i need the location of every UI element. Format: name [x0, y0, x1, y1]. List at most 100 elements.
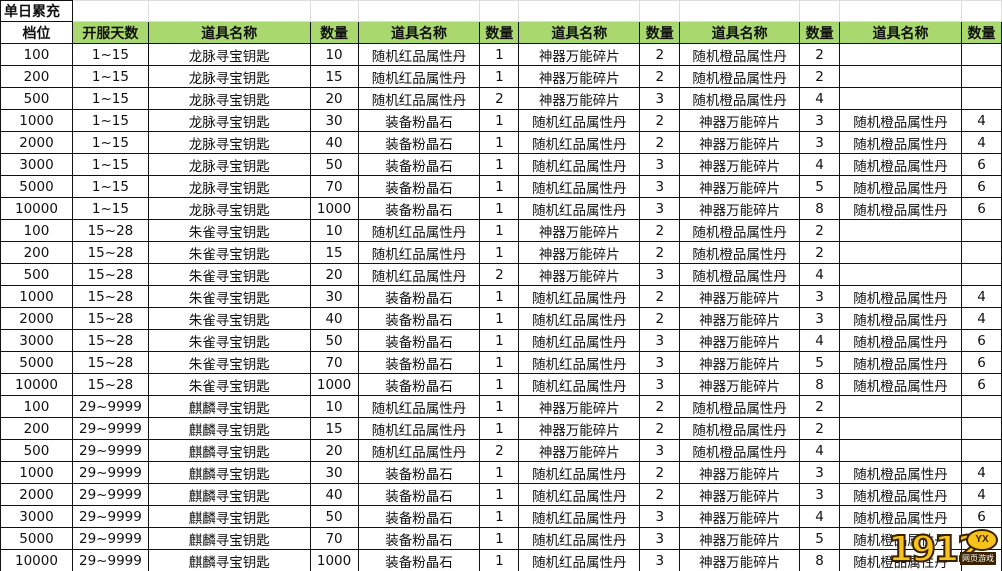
quantity-cell[interactable]: 2 [639, 131, 681, 154]
item-name-cell[interactable]: 朱雀寻宝钥匙 [147, 263, 311, 286]
days-cell[interactable]: 1~15 [71, 109, 149, 132]
item-name-cell[interactable] [839, 87, 962, 110]
quantity-cell[interactable]: 40 [309, 307, 359, 330]
quantity-cell[interactable]: 20 [309, 87, 359, 110]
quantity-cell[interactable]: 2 [799, 395, 841, 418]
quantity-cell[interactable]: 1 [479, 373, 520, 396]
item-name-cell[interactable]: 随机橙品属性丹 [679, 417, 801, 440]
item-name-cell[interactable]: 随机橙品属性丹 [679, 43, 801, 66]
item-name-cell[interactable]: 朱雀寻宝钥匙 [147, 241, 311, 264]
quantity-cell[interactable]: 70 [309, 527, 359, 550]
days-cell[interactable]: 29~9999 [71, 505, 149, 528]
quantity-cell[interactable]: 4 [960, 461, 1002, 484]
item-name-cell[interactable]: 随机红品属性丹 [518, 329, 641, 352]
item-name-cell[interactable]: 神器万能碎片 [518, 43, 641, 66]
quantity-cell[interactable]: 1 [479, 43, 520, 66]
item-name-cell[interactable]: 随机橙品属性丹 [839, 197, 962, 220]
quantity-cell[interactable]: 70 [309, 175, 359, 198]
item-name-cell[interactable]: 神器万能碎片 [679, 109, 801, 132]
quantity-cell[interactable]: 1 [479, 65, 520, 88]
quantity-cell[interactable]: 2 [639, 417, 681, 440]
item-name-cell[interactable]: 随机橙品属性丹 [679, 395, 801, 418]
column-header[interactable]: 开服天数 [71, 21, 149, 44]
item-name-cell[interactable]: 随机橙品属性丹 [839, 483, 962, 506]
item-name-cell[interactable]: 神器万能碎片 [679, 307, 801, 330]
item-name-cell[interactable]: 神器万能碎片 [518, 395, 641, 418]
item-name-cell[interactable]: 神器万能碎片 [679, 483, 801, 506]
quantity-cell[interactable]: 4 [960, 109, 1002, 132]
item-name-cell[interactable]: 麒麟寻宝钥匙 [147, 549, 311, 571]
quantity-cell[interactable]: 1 [479, 131, 520, 154]
item-name-cell[interactable]: 龙脉寻宝钥匙 [147, 87, 311, 110]
quantity-cell[interactable]: 3 [639, 439, 681, 462]
item-name-cell[interactable]: 随机红品属性丹 [357, 65, 481, 88]
item-name-cell[interactable]: 随机橙品属性丹 [839, 461, 962, 484]
quantity-cell[interactable]: 8 [799, 549, 841, 571]
quantity-cell[interactable]: 6 [960, 175, 1002, 198]
item-name-cell[interactable]: 装备粉晶石 [357, 175, 481, 198]
tier-cell[interactable]: 1000 [0, 285, 73, 308]
quantity-cell[interactable]: 2 [479, 439, 520, 462]
item-name-cell[interactable]: 随机红品属性丹 [357, 241, 481, 264]
tier-cell[interactable]: 5000 [0, 175, 73, 198]
item-name-cell[interactable]: 装备粉晶石 [357, 505, 481, 528]
days-cell[interactable]: 1~15 [71, 43, 149, 66]
tier-cell[interactable]: 200 [0, 241, 73, 264]
days-cell[interactable]: 1~15 [71, 131, 149, 154]
column-header[interactable]: 数量 [960, 21, 1002, 44]
quantity-cell[interactable]: 3 [639, 505, 681, 528]
item-name-cell[interactable]: 装备粉晶石 [357, 307, 481, 330]
item-name-cell[interactable]: 装备粉晶石 [357, 109, 481, 132]
quantity-cell[interactable]: 1 [479, 219, 520, 242]
quantity-cell[interactable]: 1 [479, 175, 520, 198]
item-name-cell[interactable]: 神器万能碎片 [679, 505, 801, 528]
quantity-cell[interactable]: 4 [960, 307, 1002, 330]
quantity-cell[interactable]: 10 [309, 219, 359, 242]
quantity-cell[interactable]: 4 [799, 87, 841, 110]
quantity-cell[interactable]: 2 [639, 461, 681, 484]
item-name-cell[interactable]: 随机橙品属性丹 [679, 65, 801, 88]
quantity-cell[interactable]: 4 [799, 263, 841, 286]
item-name-cell[interactable]: 随机橙品属性丹 [839, 329, 962, 352]
item-name-cell[interactable]: 麒麟寻宝钥匙 [147, 417, 311, 440]
quantity-cell[interactable]: 1 [479, 417, 520, 440]
item-name-cell[interactable]: 龙脉寻宝钥匙 [147, 65, 311, 88]
quantity-cell[interactable]: 4 [799, 505, 841, 528]
quantity-cell[interactable]: 15 [309, 241, 359, 264]
item-name-cell[interactable]: 随机橙品属性丹 [839, 109, 962, 132]
quantity-cell[interactable] [960, 219, 1002, 242]
item-name-cell[interactable]: 龙脉寻宝钥匙 [147, 109, 311, 132]
quantity-cell[interactable]: 1 [479, 241, 520, 264]
item-name-cell[interactable]: 神器万能碎片 [518, 65, 641, 88]
item-name-cell[interactable]: 随机红品属性丹 [518, 197, 641, 220]
item-name-cell[interactable]: 神器万能碎片 [518, 439, 641, 462]
quantity-cell[interactable]: 3 [799, 461, 841, 484]
item-name-cell[interactable]: 神器万能碎片 [679, 153, 801, 176]
quantity-cell[interactable]: 1 [479, 505, 520, 528]
quantity-cell[interactable]: 1000 [309, 549, 359, 571]
item-name-cell[interactable]: 随机红品属性丹 [518, 175, 641, 198]
item-name-cell[interactable]: 龙脉寻宝钥匙 [147, 197, 311, 220]
item-name-cell[interactable]: 麒麟寻宝钥匙 [147, 483, 311, 506]
quantity-cell[interactable]: 2 [479, 263, 520, 286]
quantity-cell[interactable]: 3 [639, 373, 681, 396]
tier-cell[interactable]: 500 [0, 87, 73, 110]
days-cell[interactable]: 15~28 [71, 285, 149, 308]
quantity-cell[interactable]: 6 [960, 351, 1002, 374]
item-name-cell[interactable]: 神器万能碎片 [518, 87, 641, 110]
quantity-cell[interactable]: 1 [479, 395, 520, 418]
item-name-cell[interactable]: 装备粉晶石 [357, 197, 481, 220]
days-cell[interactable]: 15~28 [71, 351, 149, 374]
days-cell[interactable]: 1~15 [71, 175, 149, 198]
tier-cell[interactable]: 3000 [0, 505, 73, 528]
item-name-cell[interactable] [839, 219, 962, 242]
item-name-cell[interactable]: 随机红品属性丹 [518, 483, 641, 506]
tier-cell[interactable]: 2000 [0, 307, 73, 330]
days-cell[interactable]: 29~9999 [71, 527, 149, 550]
quantity-cell[interactable]: 2 [799, 417, 841, 440]
item-name-cell[interactable]: 随机红品属性丹 [518, 351, 641, 374]
item-name-cell[interactable]: 随机红品属性丹 [518, 505, 641, 528]
quantity-cell[interactable]: 2 [639, 219, 681, 242]
quantity-cell[interactable]: 2 [799, 65, 841, 88]
item-name-cell[interactable]: 随机红品属性丹 [357, 219, 481, 242]
